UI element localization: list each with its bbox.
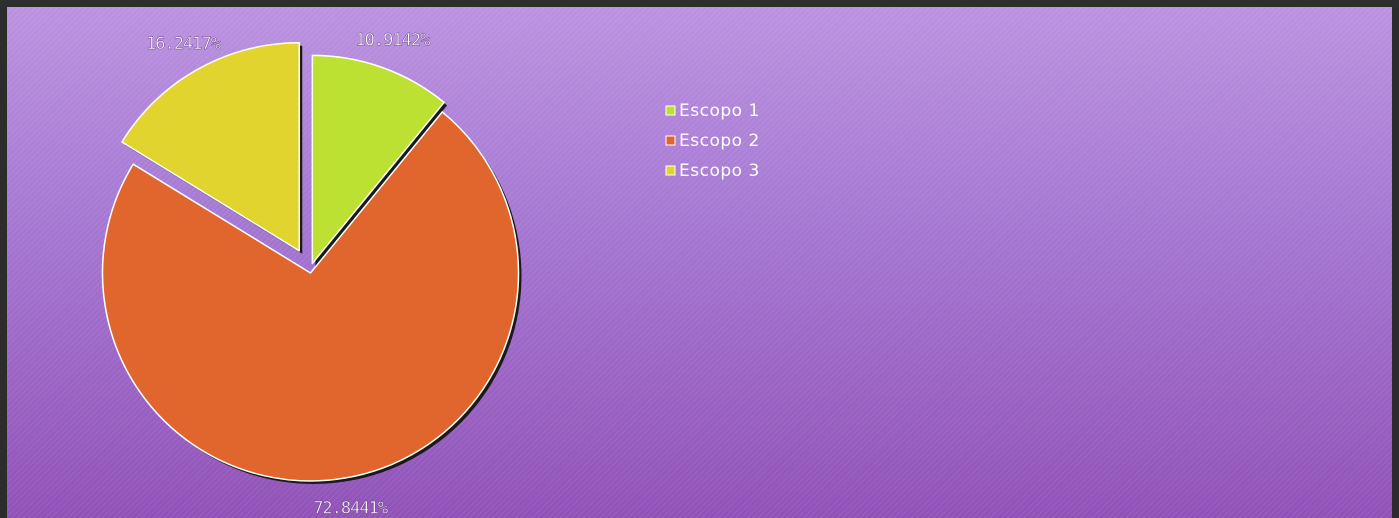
pie-slice-escopo-2: [101, 111, 520, 482]
legend-label: Escopo 1: [679, 101, 760, 121]
legend: Escopo 1 Escopo 2 Escopo 3: [665, 101, 760, 181]
legend-label: Escopo 3: [679, 161, 760, 181]
chart-panel: 10.9142% 72.8441% 16.2417% Escopo 1 Escopo …: [7, 7, 1392, 518]
legend-swatch: [665, 165, 676, 176]
pie-slice-escopo-1: [311, 54, 445, 265]
pie-slice-escopo-3: [121, 42, 301, 252]
legend-swatch: [665, 135, 676, 146]
window-title-bar: [0, 0, 1399, 7]
legend-swatch: [665, 105, 676, 116]
pie-chart: 10.9142%72.8441%16.2417% Escopo 1Escopo …: [101, 30, 760, 518]
legend-label: Escopo 2: [679, 131, 760, 151]
pie-slice-label: 10.9142%: [355, 30, 430, 50]
pie-slice-label: 72.8441%: [313, 499, 388, 518]
pie-slices: [101, 42, 522, 484]
pie-labels: 10.9142% 72.8441% 16.2417%: [146, 30, 431, 518]
pie-slice-label: 16.2417%: [146, 34, 221, 54]
